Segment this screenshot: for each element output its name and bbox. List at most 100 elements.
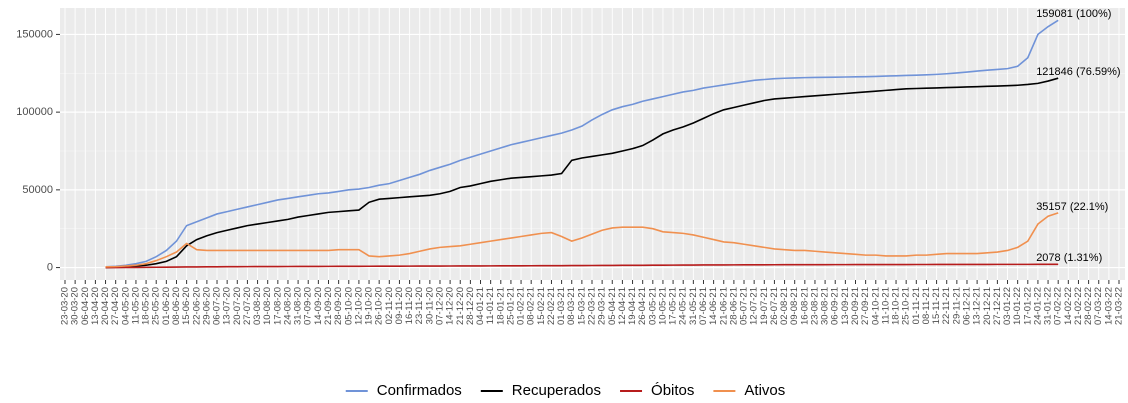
x-tick-label: 12-10-20 [353,287,364,325]
x-tick-label: 18-10-21 [891,287,902,325]
x-tick-label: 28-02-22 [1083,287,1094,325]
x-tick-label: 19-07-21 [759,287,770,325]
series-line [105,77,1059,269]
x-tick-label: 24-01-22 [1032,287,1043,325]
x-tick-label: 09-08-21 [789,287,800,325]
x-tick-label: 03-01-22 [1002,287,1013,325]
x-tick-label: 14-03-22 [1103,287,1114,325]
x-tick-label: 29-11-21 [951,287,962,324]
x-tick-label: 22-02-21 [546,287,557,325]
x-tick-label: 19-04-21 [627,287,638,325]
x-tick-label: 26-10-20 [374,287,385,325]
x-tick-label: 01-03-21 [556,287,567,325]
x-tick-label: 08-02-21 [526,287,537,325]
x-tick-label: 13-04-20 [90,287,101,325]
x-tick-label: 17-01-22 [1022,287,1033,325]
x-tick-label: 07-12-20 [434,287,445,325]
x-tick-label: 27-12-21 [992,287,1003,325]
x-tick-label: 13-12-21 [972,287,983,325]
x-tick-label: 02-11-20 [384,287,395,324]
x-tick-label: 21-09-20 [323,287,334,325]
x-tick-label: 30-11-20 [424,287,435,324]
x-tick-label: 07-03-22 [1093,287,1104,325]
x-tick-label: 31-05-21 [688,287,699,325]
x-tick-label: 22-11-21 [941,287,952,324]
x-tick-label: 17-08-20 [272,287,283,325]
x-tick-label: 20-12-21 [982,287,993,325]
x-tick-label: 18-05-20 [141,287,152,325]
x-tick-label: 21-02-22 [1073,287,1084,325]
x-tick-label: 05-07-21 [739,287,750,325]
x-tick-label: 20-04-20 [100,287,111,325]
x-tick-label: 12-04-21 [617,287,628,325]
x-tick-label: 14-12-20 [445,287,456,325]
x-tick-label: 14-09-20 [313,287,324,325]
x-tick-label: 29-03-21 [597,287,608,325]
x-tick-label: 13-07-20 [222,287,233,325]
x-tick-label: 06-09-21 [830,287,841,325]
x-tick-label: 10-05-21 [657,287,668,325]
end-label: 2078 (1.31%) [1036,252,1102,264]
x-tick-label: 07-02-22 [1053,287,1064,325]
x-tick-label: 08-03-21 [566,287,577,325]
series-line [105,212,1059,268]
x-tick-label: 24-05-21 [678,287,689,325]
x-tick-label: 20-07-20 [232,287,243,325]
y-tick-label: 50000 [22,184,53,196]
x-tick-label: 14-02-22 [1063,287,1074,325]
x-tick-label: 27-07-20 [242,287,253,325]
x-tick-label: 13-09-21 [840,287,851,325]
x-tick-label: 31-01-22 [1043,287,1054,325]
x-tick-label: 11-10-21 [880,287,891,324]
end-label: 35157 (22.1%) [1036,201,1108,213]
x-tick-label: 25-05-20 [151,287,162,325]
legend-label: Ativos [744,382,785,399]
x-tick-label: 17-05-21 [668,287,679,325]
x-tick-label: 21-12-20 [455,287,466,325]
x-tick-label: 10-01-22 [1012,287,1023,325]
x-tick-label: 08-06-20 [171,287,182,325]
series-line [105,263,1059,269]
x-tick-label: 04-01-21 [475,287,486,325]
x-tick-label: 23-11-20 [414,287,425,324]
x-tick-label: 28-09-20 [333,287,344,325]
x-tick-label: 03-08-20 [252,287,263,325]
x-tick-label: 31-08-20 [293,287,304,325]
x-tick-label: 30-08-21 [820,287,831,325]
x-tick-label: 12-07-21 [749,287,760,325]
x-tick-label: 26-04-21 [637,287,648,325]
x-tick-label: 28-06-21 [728,287,739,325]
x-tick-label: 18-01-21 [495,287,506,325]
series-line [105,19,1059,268]
x-tick-label: 10-08-20 [262,287,273,325]
legend-label: Recuperados [512,382,601,399]
x-tick-label: 26-07-21 [769,287,780,325]
x-tick-label: 11-05-20 [130,287,141,324]
x-tick-label: 04-10-21 [870,287,881,325]
x-tick-label: 25-10-21 [901,287,912,325]
x-tick-label: 28-12-20 [465,287,476,325]
x-tick-label: 15-11-21 [931,287,942,324]
x-tick-label: 15-06-20 [181,287,192,325]
x-tick-label: 03-05-21 [647,287,658,325]
x-tick-label: 27-09-21 [860,287,871,325]
x-tick-label: 15-03-21 [576,287,587,325]
x-tick-label: 05-10-20 [343,287,354,325]
end-label: 121846 (76.59%) [1036,66,1120,78]
x-tick-label: 01-02-21 [516,287,527,325]
x-tick-label: 05-04-21 [607,287,618,325]
x-tick-label: 07-06-21 [698,287,709,325]
x-tick-label: 27-04-20 [110,287,121,325]
x-tick-label: 23-08-21 [809,287,820,325]
x-tick-label: 19-10-20 [364,287,375,325]
x-tick-label: 04-05-20 [120,287,131,325]
x-tick-label: 15-02-21 [536,287,547,325]
x-tick-label: 11-01-21 [485,287,496,324]
x-tick-label: 16-08-21 [799,287,810,325]
y-tick-label: 100000 [16,106,53,118]
x-tick-label: 30-03-20 [70,287,81,325]
x-tick-label: 24-08-20 [282,287,293,325]
x-tick-label: 06-07-20 [212,287,223,325]
x-tick-label: 29-06-20 [201,287,212,325]
